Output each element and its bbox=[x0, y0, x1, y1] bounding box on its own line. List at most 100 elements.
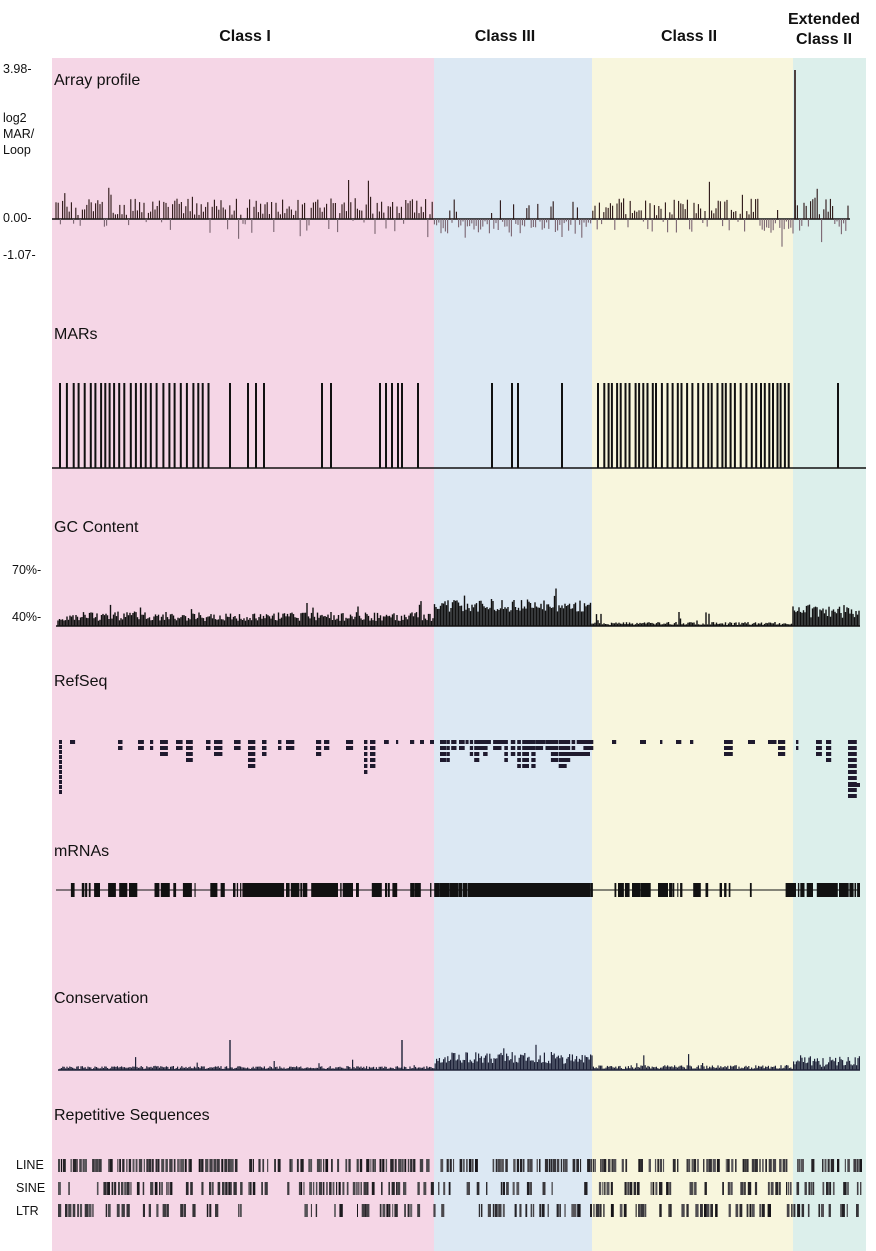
mrna-block bbox=[818, 883, 832, 897]
repeat-mark-line bbox=[84, 1159, 87, 1172]
repeat-mark-sine bbox=[822, 1182, 825, 1195]
refseq-gene bbox=[522, 740, 529, 744]
repeat-mark-ltr bbox=[532, 1204, 535, 1217]
repeat-mark-sine bbox=[159, 1182, 161, 1195]
repeat-mark-sine bbox=[396, 1182, 398, 1195]
refseq-gene bbox=[527, 746, 535, 750]
repeat-mark-ltr bbox=[315, 1204, 318, 1217]
refseq-gene bbox=[517, 746, 521, 750]
refseq-gene bbox=[589, 740, 594, 744]
repeat-mark-line bbox=[410, 1159, 413, 1172]
mrna-block bbox=[160, 883, 170, 897]
repeat-mark-line bbox=[492, 1159, 495, 1172]
refseq-gene bbox=[316, 746, 322, 750]
repeat-mark-line bbox=[693, 1159, 697, 1172]
repeat-mark-ltr bbox=[382, 1204, 386, 1217]
repeat-mark-sine bbox=[754, 1182, 758, 1195]
repeat-mark-sine bbox=[342, 1182, 345, 1195]
mrna-block bbox=[857, 883, 860, 897]
mrna-block bbox=[719, 883, 722, 897]
refseq-gene bbox=[724, 746, 733, 750]
repeat-mark-line bbox=[785, 1159, 788, 1172]
repeat-mark-line bbox=[180, 1159, 185, 1172]
repeat-mark-line bbox=[76, 1159, 78, 1172]
repeat-mark-line bbox=[117, 1159, 119, 1172]
mars-title: MARs bbox=[54, 326, 98, 343]
repeat-mark-sine bbox=[111, 1182, 114, 1195]
refseq-gene bbox=[474, 746, 480, 750]
mrna-block bbox=[830, 883, 838, 897]
refseq-gene bbox=[364, 770, 368, 774]
mrna-block bbox=[414, 883, 421, 897]
repeat-mark-line bbox=[252, 1159, 254, 1172]
mrna-block bbox=[240, 883, 242, 897]
repeat-mark-line bbox=[331, 1159, 333, 1172]
repeat-mark-line bbox=[611, 1159, 614, 1172]
refseq-gene bbox=[724, 740, 733, 744]
repeat-mark-line bbox=[640, 1159, 643, 1172]
mrna-block bbox=[220, 883, 225, 897]
refseq-gene bbox=[768, 740, 777, 744]
refseq-gene bbox=[59, 770, 62, 774]
repeat-mark-sine bbox=[209, 1182, 212, 1195]
repeat-mark-ltr bbox=[644, 1204, 647, 1217]
mrna-block bbox=[318, 883, 338, 897]
mrna-block bbox=[839, 883, 849, 897]
refseq-gene bbox=[550, 752, 559, 756]
refseq-gene bbox=[214, 740, 223, 744]
repeat-mark-sine bbox=[190, 1182, 193, 1195]
repeat-mark-sine bbox=[747, 1182, 752, 1195]
refseq-gene bbox=[796, 740, 799, 744]
refseq-gene bbox=[370, 746, 376, 750]
repeat-mark-line bbox=[262, 1159, 265, 1172]
repeat-mark-ltr bbox=[577, 1204, 581, 1217]
refseq-gene bbox=[364, 764, 368, 768]
refseq-gene bbox=[451, 746, 457, 750]
refseq-gene bbox=[531, 746, 536, 750]
refseq-gene bbox=[214, 746, 223, 750]
refseq-gene bbox=[370, 752, 376, 756]
array-tick-zero: 0.00- bbox=[3, 211, 32, 225]
mrna-block bbox=[94, 883, 100, 897]
repeat-mark-sine bbox=[796, 1182, 800, 1195]
refseq-gene bbox=[522, 764, 529, 768]
repeat-mark-line bbox=[216, 1159, 220, 1172]
refseq-gene bbox=[826, 752, 832, 756]
repeat-mark-ltr bbox=[58, 1204, 62, 1217]
repeat-mark-line bbox=[601, 1159, 603, 1172]
repeat-mark-line bbox=[82, 1159, 85, 1172]
repeat-mark-ltr bbox=[573, 1204, 577, 1217]
repeat-mark-sine bbox=[655, 1182, 658, 1195]
refseq-gene bbox=[59, 775, 62, 779]
repeat-mark-line bbox=[152, 1159, 154, 1172]
repeat-mark-ltr bbox=[635, 1204, 637, 1217]
repeat-mark-line bbox=[745, 1159, 747, 1172]
repeat-mark-ltr bbox=[183, 1204, 186, 1217]
mrnas-track bbox=[56, 883, 860, 897]
repeat-mark-sine bbox=[230, 1182, 232, 1195]
refseq-gene bbox=[474, 752, 480, 756]
mrna-block bbox=[439, 883, 450, 897]
repeat-mark-sine bbox=[744, 1182, 746, 1195]
repetitive-title: Repetitive Sequences bbox=[54, 1107, 210, 1124]
repeat-mark-sine bbox=[326, 1182, 328, 1195]
repeat-mark-line bbox=[708, 1159, 712, 1172]
refseq-gene bbox=[848, 788, 857, 792]
repeat-mark-line bbox=[654, 1159, 657, 1172]
refseq-gene bbox=[816, 740, 822, 744]
repeat-mark-line bbox=[688, 1159, 691, 1172]
refseq-gene bbox=[138, 746, 144, 750]
mrna-block bbox=[286, 883, 290, 897]
repeat-mark-sine bbox=[826, 1182, 829, 1195]
repeat-mark-line bbox=[576, 1159, 579, 1172]
repeat-mark-ltr bbox=[840, 1204, 842, 1217]
repeat-mark-ltr bbox=[669, 1204, 672, 1217]
refseq-gene bbox=[465, 740, 469, 744]
repeat-mark-line bbox=[751, 1159, 755, 1172]
mrna-block bbox=[173, 883, 177, 897]
repeat-mark-sine bbox=[804, 1182, 807, 1195]
repeat-mark-sine bbox=[812, 1182, 815, 1195]
repeat-mark-line bbox=[155, 1159, 158, 1172]
repeat-mark-ltr bbox=[541, 1204, 545, 1217]
